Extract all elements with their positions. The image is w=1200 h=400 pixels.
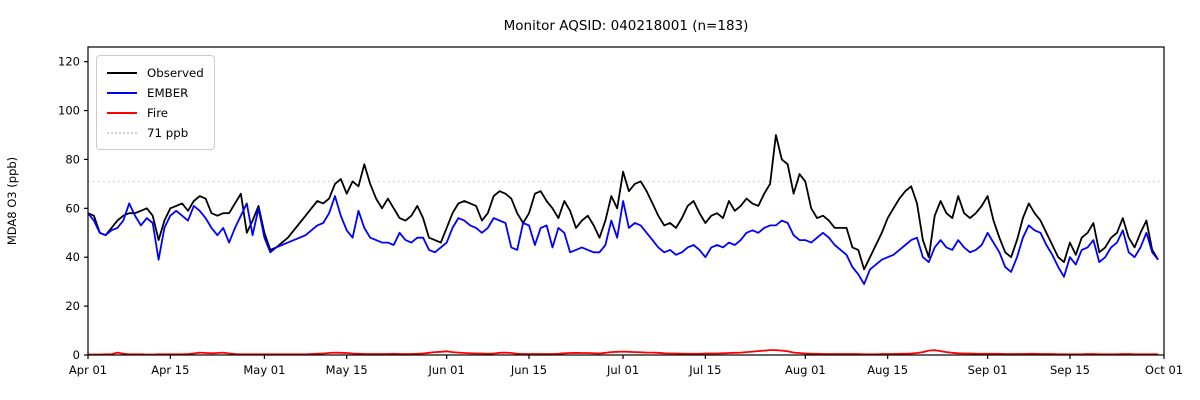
- fire-line-swatch: [107, 112, 137, 114]
- y-tick-label: 100: [58, 104, 80, 118]
- legend: Observed EMBER Fire 71 ppb: [96, 55, 215, 150]
- x-tick-label: Sep 01: [968, 363, 1008, 377]
- legend-item-observed: Observed: [107, 63, 204, 83]
- legend-item-fire: Fire: [107, 103, 204, 123]
- x-tick-label: Apr 01: [69, 363, 107, 377]
- legend-label-threshold: 71 ppb: [147, 126, 189, 140]
- y-tick-label: 120: [58, 55, 80, 69]
- legend-label-ember: EMBER: [147, 86, 189, 100]
- y-tick-label: 0: [73, 348, 80, 362]
- x-tick-label: May 15: [326, 363, 368, 377]
- observed-line: [87, 134, 1159, 271]
- x-tick-label: Jul 01: [606, 363, 639, 377]
- y-tick-label: 80: [65, 152, 80, 166]
- fire-line: [88, 349, 1159, 356]
- x-tick-label: May 01: [243, 363, 285, 377]
- x-tick-label: Aug 01: [785, 363, 826, 377]
- x-tick-label: Jun 01: [428, 363, 465, 377]
- x-tick-label: Jun 15: [510, 363, 547, 377]
- x-tick-label: Aug 15: [867, 363, 908, 377]
- y-tick-label: 60: [65, 201, 80, 215]
- legend-item-threshold: 71 ppb: [107, 123, 204, 143]
- x-tick-label: Jul 15: [688, 363, 721, 377]
- x-tick-label: Sep 15: [1050, 363, 1090, 377]
- plot-border: [87, 46, 1165, 356]
- legend-label-observed: Observed: [147, 66, 204, 80]
- legend-item-ember: EMBER: [107, 83, 204, 103]
- ember-line-swatch: [107, 92, 137, 94]
- chart-title: Monitor AQSID: 040218001 (n=183): [503, 18, 749, 34]
- threshold-line-swatch: [107, 132, 137, 134]
- legend-label-fire: Fire: [147, 106, 169, 120]
- x-tick-label: Apr 15: [151, 363, 189, 377]
- y-tick-label: 20: [65, 299, 80, 313]
- y-tick-label: 40: [65, 250, 80, 264]
- x-tick-label: Oct 01: [1145, 363, 1183, 377]
- ember-line: [87, 195, 1159, 286]
- observed-line-swatch: [107, 72, 137, 74]
